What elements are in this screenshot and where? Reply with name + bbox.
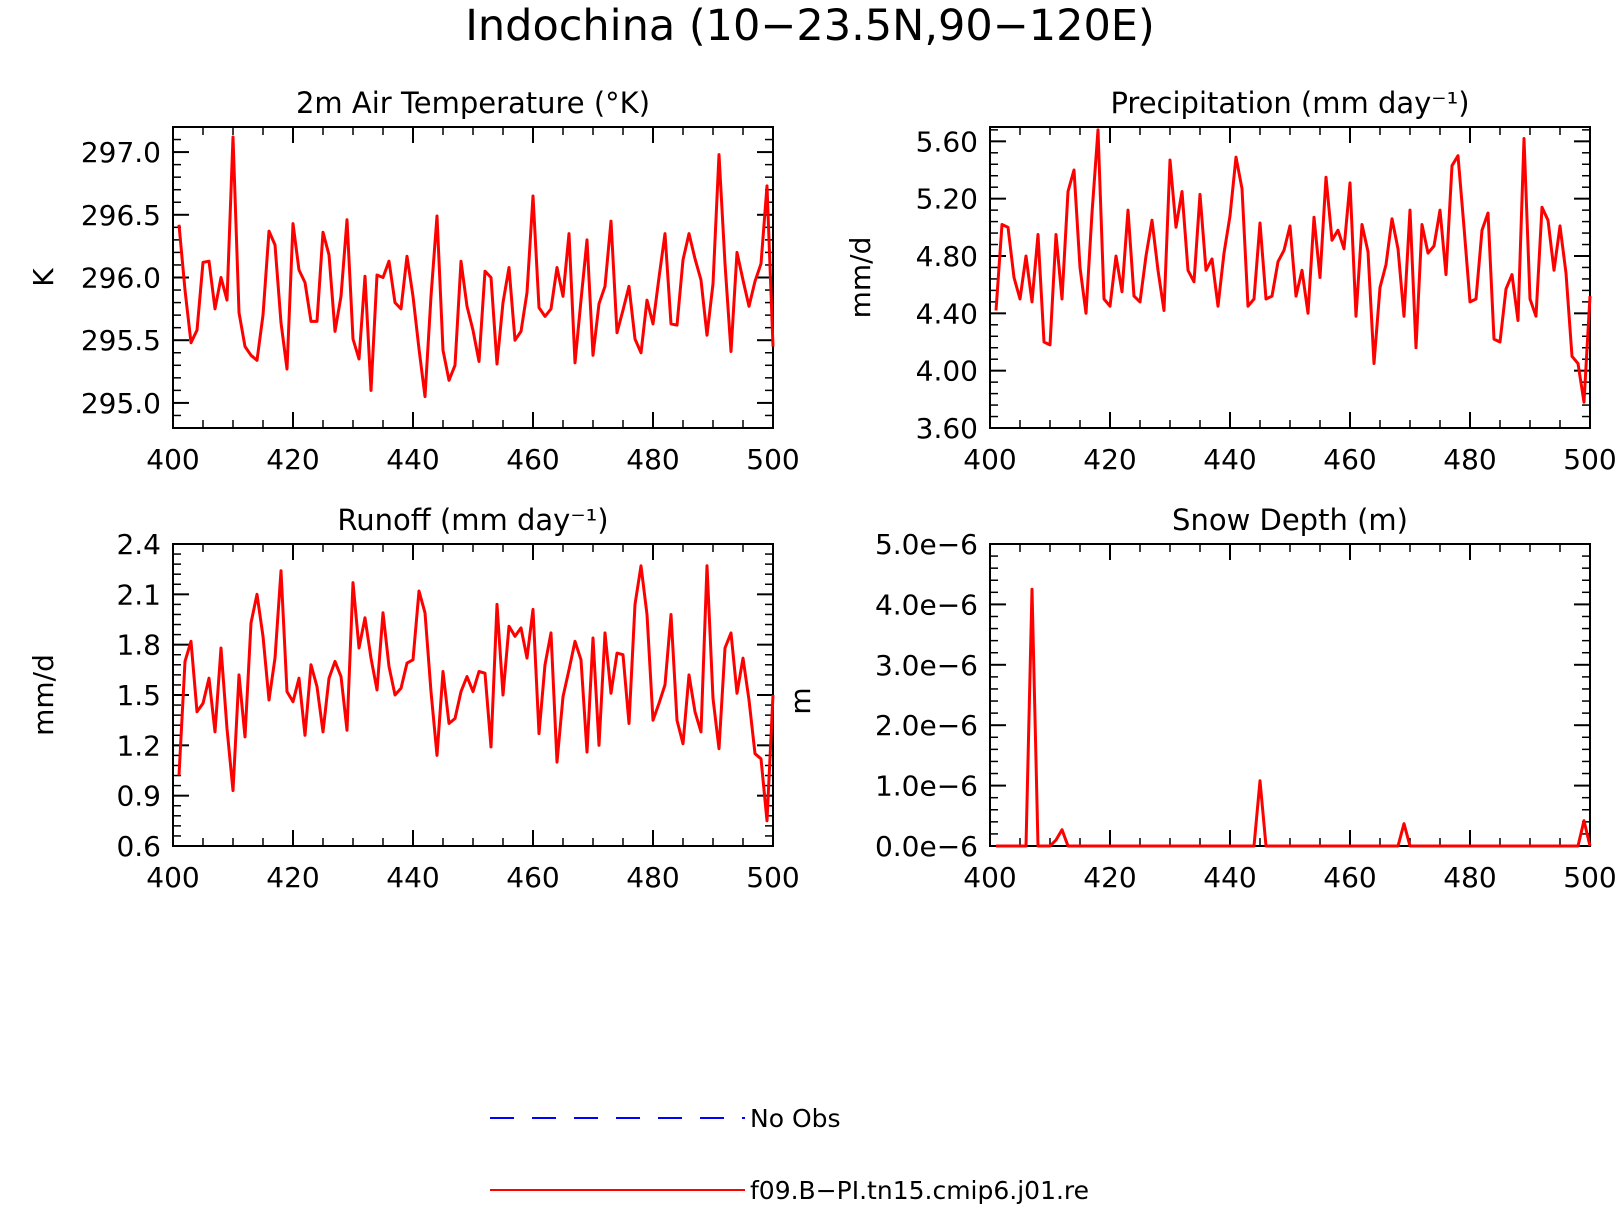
x-tick-label: 500 [1563, 443, 1616, 476]
y-axis-label: mm/d [844, 237, 877, 319]
panel-title: 2m Air Temperature (°K) [296, 86, 650, 120]
chart-panel-2: Runoff (mm day⁻¹) mm/d 400 420 440 460 480 500 2… [27, 503, 800, 894]
x-tick-label: 500 [1563, 861, 1616, 894]
y-tick-label: 295.5 [81, 324, 161, 357]
plot-frame [172, 543, 774, 847]
x-tick-label: 400 [963, 861, 1016, 894]
y-tick-label: 2.1 [116, 578, 161, 611]
chart-panels: 2m Air Temperature (°K) K 400 420 440 460 480 5… [27, 86, 1617, 894]
plot-frame [172, 126, 774, 429]
legend-label-no-obs: No Obs [750, 1104, 841, 1133]
y-axis-label: K [27, 268, 60, 287]
chart-panel-3: Snow Depth (m) m 400 420 440 460 480 500 5.0e−6 4… [784, 503, 1617, 894]
x-tick-label: 500 [746, 443, 799, 476]
y-tick-label: 1.8 [116, 629, 161, 662]
x-tick-label: 460 [506, 443, 559, 476]
y-tick-label: 2.0e−6 [875, 709, 978, 742]
chart-panel-0: 2m Air Temperature (°K) K 400 420 440 460 480 5… [27, 86, 800, 476]
y-tick-label: 1.0e−6 [875, 770, 978, 803]
x-tick-label: 500 [746, 861, 799, 894]
series-line [177, 135, 775, 399]
x-tick-label: 480 [1443, 443, 1496, 476]
y-tick-label: 0.0e−6 [875, 830, 978, 863]
y-tick-label: 5.20 [916, 183, 978, 216]
x-tick-label: 460 [506, 861, 559, 894]
x-tick-label: 460 [1323, 443, 1376, 476]
x-tick-label: 420 [266, 861, 319, 894]
y-tick-label: 4.80 [916, 240, 978, 273]
plot-frame [989, 543, 1591, 847]
y-tick-label: 3.60 [916, 412, 978, 445]
series-line [994, 128, 1592, 404]
series-line [996, 587, 1592, 848]
legend-label-model: f09.B−PI.tn15.cmip6.j01.re [750, 1176, 1089, 1205]
x-tick-label: 400 [146, 861, 199, 894]
y-tick-label: 4.0e−6 [875, 588, 978, 621]
y-tick-label: 295.0 [81, 387, 161, 420]
y-axis-label: mm/d [27, 654, 60, 736]
y-tick-label: 5.0e−6 [875, 528, 978, 561]
panel-title: Precipitation (mm day⁻¹) [1110, 86, 1469, 120]
y-tick-label: 5.60 [916, 125, 978, 158]
y-tick-label: 3.0e−6 [875, 649, 978, 682]
x-tick-label: 440 [1203, 443, 1256, 476]
y-tick-label: 4.00 [916, 355, 978, 388]
x-tick-label: 460 [1323, 861, 1376, 894]
x-tick-label: 440 [386, 861, 439, 894]
x-tick-label: 420 [1083, 443, 1136, 476]
series-line [177, 564, 775, 823]
x-tick-label: 480 [626, 443, 679, 476]
panel-title: Runoff (mm day⁻¹) [337, 503, 608, 537]
x-tick-label: 420 [266, 443, 319, 476]
y-axis-label: m [784, 687, 817, 714]
y-tick-label: 4.40 [916, 297, 978, 330]
x-tick-label: 440 [1203, 861, 1256, 894]
x-tick-label: 480 [1443, 861, 1496, 894]
x-tick-label: 480 [626, 861, 679, 894]
y-tick-label: 2.4 [116, 528, 161, 561]
y-tick-label: 297.0 [81, 136, 161, 169]
chart-panel-1: Precipitation (mm day⁻¹) mm/d 400 420 440 460… [844, 86, 1617, 476]
x-tick-label: 420 [1083, 861, 1136, 894]
legend: No Obs f09.B−PI.tn15.cmip6.j01.re [490, 1104, 1089, 1205]
y-tick-label: 296.0 [81, 262, 161, 295]
y-tick-label: 1.5 [116, 679, 161, 712]
x-tick-label: 400 [146, 443, 199, 476]
y-tick-label: 296.5 [81, 199, 161, 232]
y-tick-label: 0.6 [116, 830, 161, 863]
y-tick-label: 1.2 [116, 729, 161, 762]
x-tick-label: 440 [386, 443, 439, 476]
panel-title: Snow Depth (m) [1172, 503, 1408, 537]
x-tick-label: 400 [963, 443, 1016, 476]
figure-title: Indochina (10−23.5N,90−120E) [465, 1, 1155, 51]
y-tick-label: 0.9 [116, 780, 161, 813]
